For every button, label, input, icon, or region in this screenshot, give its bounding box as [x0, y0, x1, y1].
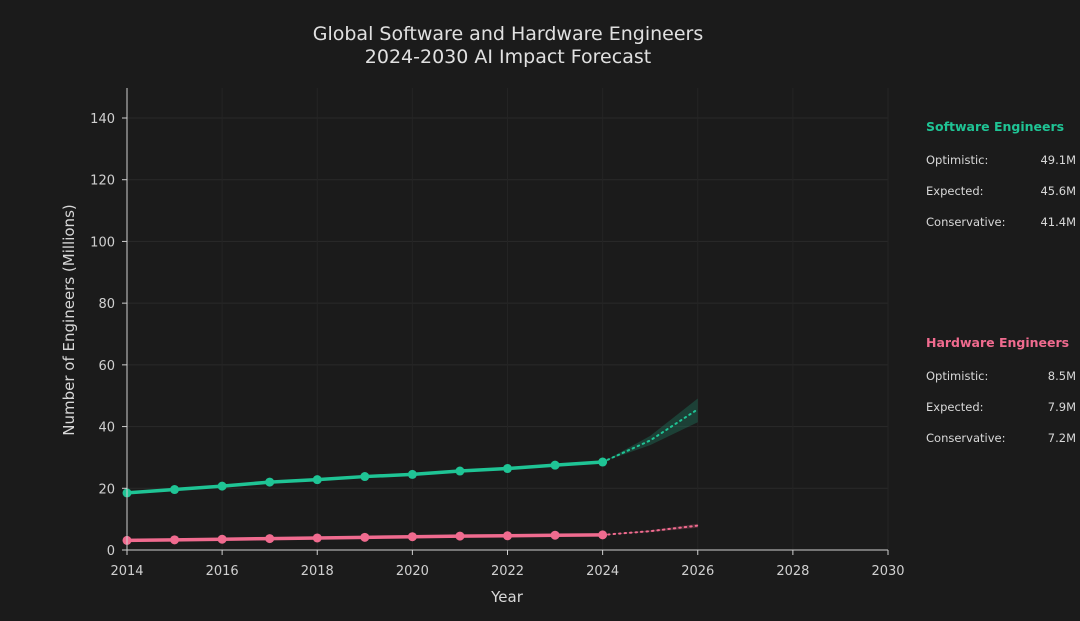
row-value: 8.5M — [1047, 369, 1076, 383]
row-label: Optimistic: — [926, 369, 989, 383]
hardware-engineers-point — [170, 535, 180, 545]
hardware-engineers-point — [217, 534, 227, 544]
x-tick-label: 2018 — [301, 564, 334, 579]
hardware-engineers-forecast-band — [602, 523, 698, 535]
hardware-engineers-point — [265, 534, 275, 544]
y-tick-label: 40 — [98, 421, 115, 436]
x-tick-label: 2030 — [871, 564, 904, 579]
x-tick-label: 2026 — [681, 564, 714, 579]
software-engineers-point — [407, 469, 417, 479]
panel-row-conservative: Conservative: 7.2M — [926, 431, 1076, 462]
software-engineers-point — [217, 481, 227, 491]
x-tick-label: 2020 — [396, 564, 429, 579]
hardware-engineers-point — [550, 530, 560, 540]
row-value: 41.4M — [1040, 215, 1076, 229]
panel-row-expected: Expected: 45.6M — [926, 184, 1076, 215]
grid — [126, 88, 889, 550]
hardware-engineers-point — [312, 533, 322, 543]
row-value: 7.2M — [1047, 431, 1076, 445]
hardware-forecast-panel: Hardware Engineers Optimistic: 8.5M Expe… — [926, 335, 1076, 462]
software-engineers-point — [598, 457, 608, 467]
panel-row-optimistic: Optimistic: 49.1M — [926, 153, 1076, 184]
hardware-engineers-point — [360, 532, 370, 542]
x-axis-label: Year — [490, 588, 524, 606]
hardware-engineers-point — [598, 530, 608, 540]
panel-heading: Hardware Engineers — [926, 335, 1070, 350]
software-engineers-point — [550, 460, 560, 470]
row-label: Expected: — [926, 184, 984, 198]
panel-row-conservative: Conservative: 41.4M — [926, 215, 1076, 246]
panel-row-expected: Expected: 7.9M — [926, 400, 1076, 431]
y-tick-label: 100 — [90, 235, 115, 250]
y-axis-label: Number of Engineers (Millions) — [60, 204, 78, 435]
y-tick-label: 20 — [98, 482, 115, 497]
software-engineers-forecast-band — [602, 398, 698, 463]
software-engineers-forecast-line — [601, 408, 699, 464]
y-tick-label: 0 — [107, 544, 115, 559]
y-tick-label: 60 — [98, 359, 115, 374]
row-value: 45.6M — [1040, 184, 1076, 198]
row-label: Expected: — [926, 400, 984, 414]
row-value: 49.1M — [1040, 153, 1076, 167]
software-engineers-point — [503, 464, 512, 474]
row-label: Optimistic: — [926, 153, 989, 167]
chart-subtitle: 2024-2030 AI Impact Forecast — [365, 46, 651, 68]
x-tick-label: 2014 — [110, 564, 143, 579]
x-tick-label: 2016 — [206, 564, 239, 579]
row-label: Conservative: — [926, 215, 1006, 229]
y-tick-label: 140 — [90, 112, 115, 127]
y-tick-label: 80 — [98, 297, 115, 312]
x-tick-label: 2024 — [586, 564, 619, 579]
y-tick-label: 120 — [90, 174, 115, 189]
hardware-engineers-forecast-line — [601, 524, 699, 536]
hardware-engineers-point — [455, 531, 465, 541]
x-tick-label: 2028 — [776, 564, 809, 579]
panel-row-optimistic: Optimistic: 8.5M — [926, 369, 1076, 400]
hardware-engineers-point — [503, 531, 512, 541]
hardware-engineers-point — [407, 532, 417, 542]
chart-title: Global Software and Hardware Engineers — [313, 23, 704, 45]
series-lines — [122, 408, 699, 545]
software-engineers-point — [170, 485, 180, 495]
axes: 0 20 40 60 80 100 120 140 2014 2016 2018 2020 2022 20… — [90, 88, 905, 579]
forecast-bands — [602, 398, 698, 535]
row-value: 7.9M — [1047, 400, 1076, 414]
software-engineers-point — [455, 466, 465, 476]
software-forecast-panel: Software Engineers Optimistic: 49.1M Exp… — [926, 119, 1076, 246]
panel-heading: Software Engineers — [926, 119, 1065, 134]
row-label: Conservative: — [926, 431, 1006, 445]
software-engineers-point — [360, 472, 370, 482]
x-tick-label: 2022 — [491, 564, 524, 579]
software-engineers-point — [265, 477, 275, 487]
software-engineers-point — [312, 475, 322, 485]
